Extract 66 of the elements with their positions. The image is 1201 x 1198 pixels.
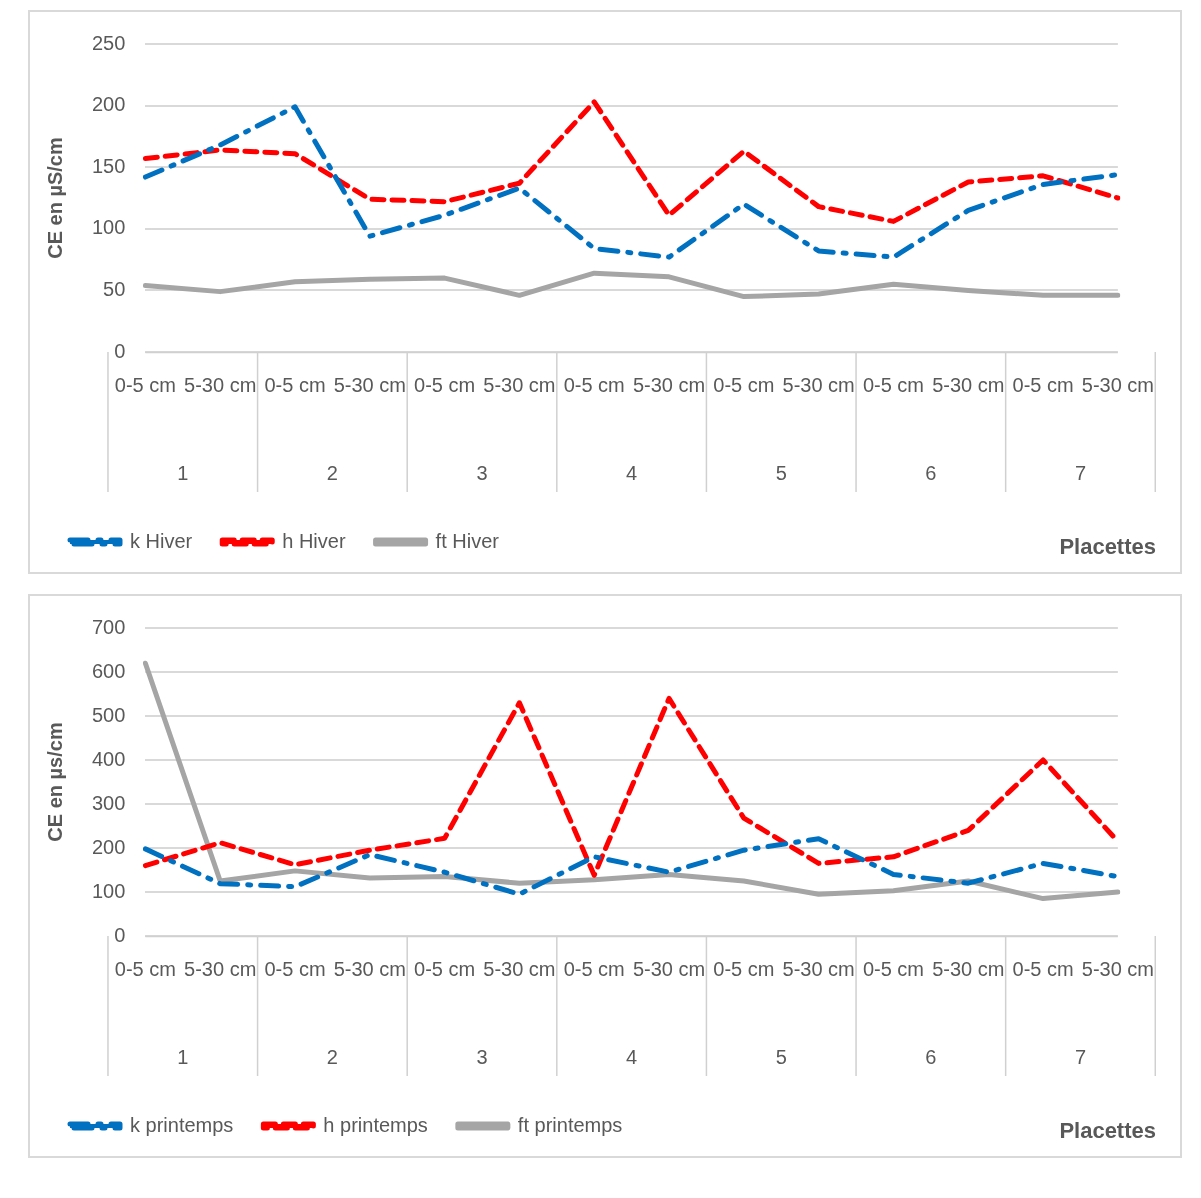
text: 5 [775,1045,787,1068]
x-tick-label: 0-5 cm [713,957,775,980]
x-tick-label: 5-30 cm [184,957,257,980]
y-tick-label: 0 [114,339,126,362]
text: 5 [775,461,787,484]
x-tick-label: 0-5 cm [563,373,625,396]
y-tick-label: 250 [91,31,126,54]
y-tick-label: 200 [91,93,126,116]
x-tick-label: 0-5 cm [862,373,925,396]
x-tick-label: 0-5 cm [264,957,326,980]
x-axis-title: Placettes [1059,534,1156,560]
y-tick-label: 300 [91,791,126,814]
x-tick-label: 5-30 cm [483,957,556,980]
x-tick-label: 0-5 cm [414,373,476,396]
x-tick-label: 5-30 cm [782,957,855,980]
text: 6 [925,1045,937,1068]
text: 6 [925,461,937,484]
text: 4 [626,461,638,484]
y-axis-title: CE en µs/cm [43,722,66,842]
text: 3 [476,461,488,484]
text: 7 [1074,1045,1087,1068]
text: 1 [177,461,189,484]
x-tick-label: 5-30 cm [333,957,406,980]
x-tick-label: 5-30 cm [483,373,556,396]
x-tick-label: 0-5 cm [713,373,775,396]
x-tick-label: 5-30 cm [782,373,855,396]
x-tick-label: 5-30 cm [1081,957,1154,980]
x-tick-label: 0-5 cm [563,957,625,980]
legend-label: ft printemps [517,1113,623,1136]
y-tick-label: 600 [91,659,126,682]
y-tick-label: 700 [91,615,126,638]
x-tick-label: 0-5 cm [862,957,925,980]
x-tick-label: 0-5 cm [264,373,326,396]
x-tick-label: 0-5 cm [114,373,176,396]
y-tick-label: 150 [91,154,126,177]
legend-label: k Hiver [130,529,193,552]
text: 7 [1074,461,1087,484]
x-tick-label: 0-5 cm [1012,373,1074,396]
text: 3 [476,1045,488,1068]
legend-label: ft Hiver [435,529,500,552]
y-axis-title: CE en µS/cm [43,137,66,259]
text: 2 [326,461,338,484]
legend-label: k printemps [130,1113,234,1136]
text: 4 [626,1045,638,1068]
text: 1 [177,1045,189,1068]
y-tick-label: 50 [103,277,126,300]
x-tick-label: 0-5 cm [1012,957,1074,980]
y-tick-label: 400 [91,747,126,770]
x-tick-label: 5-30 cm [1081,373,1154,396]
y-tick-label: 0 [114,923,126,946]
y-tick-label: 500 [91,703,126,726]
x-tick-label: 0-5 cm [414,957,476,980]
x-tick-label: 5-30 cm [333,373,406,396]
text: 2 [326,1045,338,1068]
y-tick-label: 200 [91,835,126,858]
legend-label: h Hiver [282,529,346,552]
x-tick-label: 0-5 cm [114,957,176,980]
legend-label: h printemps [323,1113,428,1136]
y-tick-label: 100 [91,216,126,239]
x-tick-label: 5-30 cm [932,957,1005,980]
x-tick-label: 5-30 cm [632,957,706,980]
x-tick-label: 5-30 cm [632,373,706,396]
y-tick-label: 100 [91,879,126,902]
x-tick-label: 5-30 cm [184,373,257,396]
x-axis-title: Placettes [1059,1118,1156,1144]
x-tick-label: 5-30 cm [932,373,1005,396]
